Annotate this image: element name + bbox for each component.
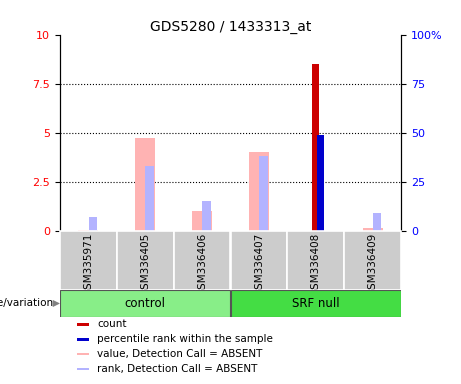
Text: count: count <box>97 319 127 329</box>
Bar <box>249 152 269 231</box>
Text: genotype/variation: genotype/variation <box>0 298 53 308</box>
Text: control: control <box>125 297 165 310</box>
Bar <box>259 156 268 231</box>
Bar <box>117 231 174 290</box>
Bar <box>89 217 97 231</box>
Title: GDS5280 / 1433313_at: GDS5280 / 1433313_at <box>150 20 311 33</box>
Text: value, Detection Call = ABSENT: value, Detection Call = ABSENT <box>97 349 263 359</box>
Bar <box>373 213 381 231</box>
Text: GSM335971: GSM335971 <box>83 232 94 296</box>
Bar <box>230 290 401 317</box>
Bar <box>60 231 117 290</box>
Bar <box>77 323 89 326</box>
Bar <box>202 201 211 231</box>
Bar <box>363 228 383 231</box>
Text: GSM336407: GSM336407 <box>254 232 264 296</box>
Bar <box>78 230 98 231</box>
Bar <box>192 211 212 231</box>
Bar <box>230 231 287 290</box>
Bar <box>174 231 230 290</box>
Bar <box>135 139 155 231</box>
Bar <box>60 290 230 317</box>
Bar <box>77 368 89 370</box>
Bar <box>77 338 89 341</box>
Text: GSM336409: GSM336409 <box>367 232 378 296</box>
Text: GSM336405: GSM336405 <box>140 232 150 296</box>
Bar <box>313 64 319 231</box>
Bar <box>146 166 154 231</box>
Text: SRF null: SRF null <box>292 297 340 310</box>
Text: percentile rank within the sample: percentile rank within the sample <box>97 334 273 344</box>
Text: GSM336408: GSM336408 <box>311 232 321 296</box>
Text: GSM336406: GSM336406 <box>197 232 207 296</box>
Bar <box>287 231 344 290</box>
Bar <box>77 353 89 356</box>
Bar <box>317 134 324 231</box>
Bar <box>344 231 401 290</box>
Text: rank, Detection Call = ABSENT: rank, Detection Call = ABSENT <box>97 364 258 374</box>
